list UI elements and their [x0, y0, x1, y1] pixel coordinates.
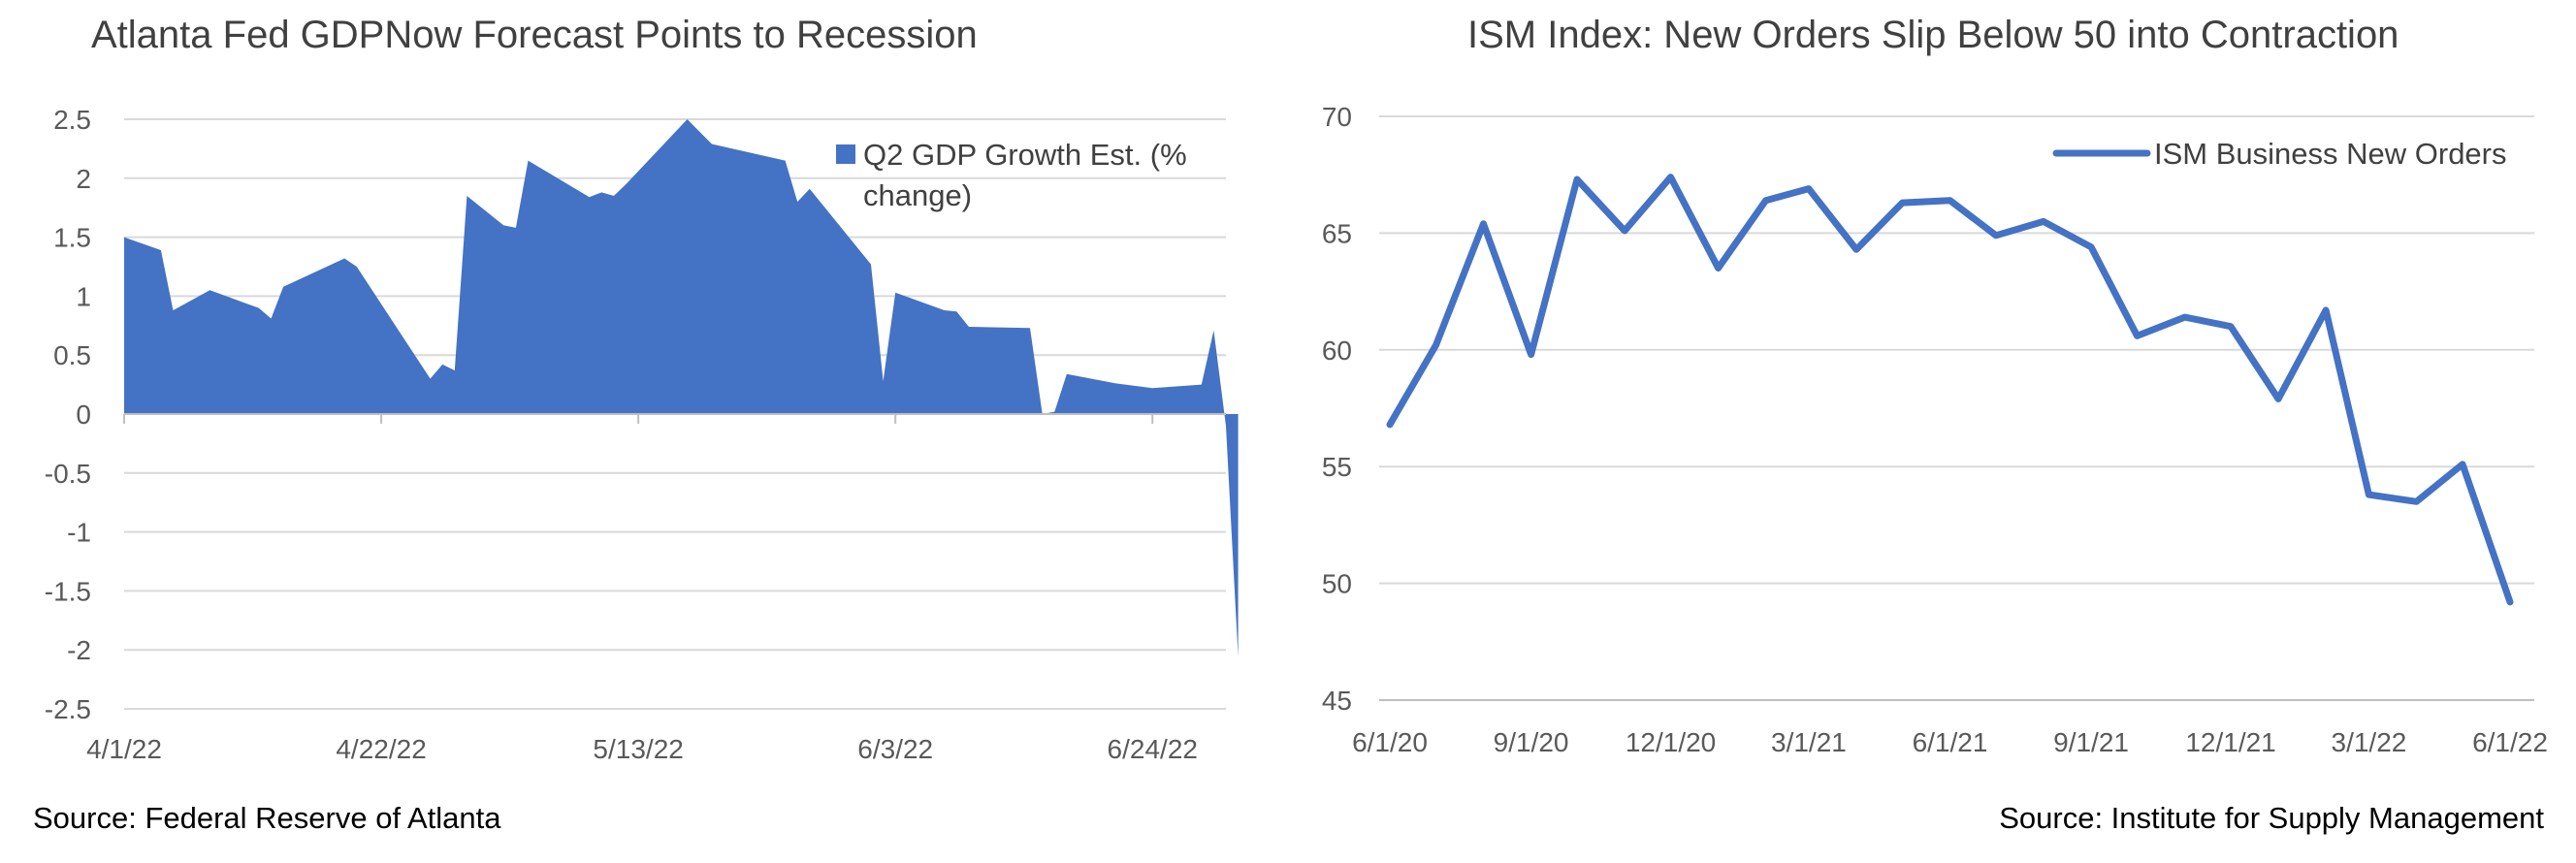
y-tick-label: 45	[1322, 686, 1352, 716]
x-tick-label: 12/1/20	[1626, 727, 1716, 757]
x-tick-label: 9/1/21	[2053, 727, 2129, 757]
y-tick-label: 0.5	[53, 340, 91, 370]
gdp-estimate-area	[124, 119, 1239, 657]
legend-label: Q2 GDP Growth Est. (% change)	[863, 138, 1187, 212]
y-tick-label: -2	[67, 635, 91, 665]
x-tick-label: 4/22/22	[336, 734, 426, 764]
ism-line-chart: 70 65 60 55 50 456/1/20 9/1/20 12/1/20 3/1/21 6/1…	[1322, 102, 2548, 757]
x-tick-label: 12/1/21	[2185, 727, 2275, 757]
y-tick-label: -0.5	[45, 459, 91, 489]
y-tick-label: -2.5	[45, 694, 91, 724]
x-tick-label: 4/1/22	[86, 734, 162, 764]
y-tick-label: 65	[1322, 218, 1352, 248]
y-tick-label: 55	[1322, 452, 1352, 482]
x-tick-label: 6/1/22	[2472, 727, 2548, 757]
y-tick-label: 70	[1322, 102, 1352, 132]
y-tick-label: 50	[1322, 569, 1352, 599]
ism-chart-title: ISM Index: New Orders Slip Below 50 into…	[1467, 14, 2399, 56]
y-tick-label: 2.5	[53, 105, 91, 135]
y-tick-label: 2	[76, 164, 91, 194]
x-tick-label: 6/1/20	[1352, 727, 1428, 757]
gdpnow-area-chart: 2.5 2 1.5 1 0.5 0 -0.5 -1 -1.5 -2 -2.5 4/1/22 4/22/2…	[45, 105, 1239, 764]
gdpnow-source-note: Source: Federal Reserve of Atlanta	[33, 801, 501, 835]
x-tick-label: 3/1/21	[1771, 727, 1847, 757]
x-tick-label: 9/1/20	[1494, 727, 1569, 757]
ism-new-orders-line	[1386, 174, 2514, 606]
gdpnow-chart-title: Atlanta Fed GDPNow Forecast Points to Re…	[91, 14, 978, 56]
y-tick-label: -1.5	[45, 576, 91, 606]
legend-swatch	[836, 144, 855, 164]
y-tick-label: 1	[76, 281, 91, 311]
gdpnow-chart-panel: Atlanta Fed GDPNow Forecast Points to Re…	[33, 14, 1239, 835]
legend-label: ISM Business New Orders	[2154, 137, 2507, 171]
y-tick-label: -1	[67, 518, 91, 548]
y-tick-label: 60	[1322, 336, 1352, 366]
x-tick-label: 6/1/21	[1913, 727, 1988, 757]
ism-chart-panel: ISM Index: New Orders Slip Below 50 into…	[1288, 0, 2576, 863]
x-tick-label: 5/13/22	[593, 734, 683, 764]
x-tick-label: 6/3/22	[857, 734, 933, 764]
y-tick-label: 0	[76, 400, 91, 430]
y-tick-label: 1.5	[53, 223, 91, 253]
x-tick-label: 6/24/22	[1108, 734, 1198, 764]
x-tick-label: 3/1/22	[2332, 727, 2407, 757]
ism-source-note: Source: Institute for Supply Management	[1999, 801, 2544, 835]
